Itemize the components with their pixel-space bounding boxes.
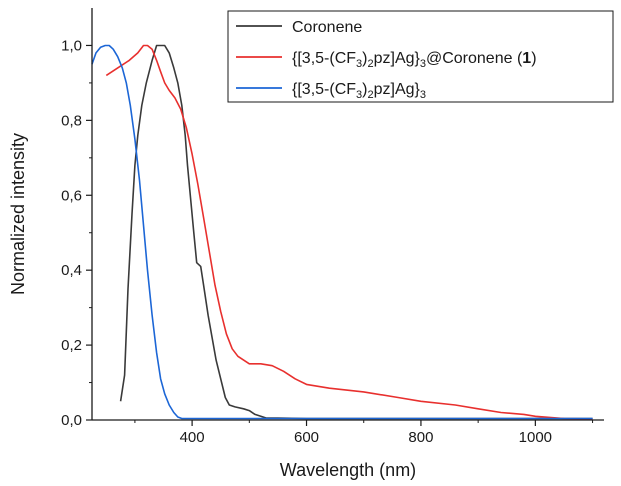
y-tick-label: 0,4: [61, 262, 82, 279]
axes-layer: [91, 8, 604, 421]
legend-label-part: 2: [367, 89, 373, 101]
legend-label-part: ): [531, 50, 536, 67]
legend-label-part: 3: [356, 89, 362, 101]
series-layer: [91, 44, 593, 420]
x-axis-title: Wavelength (nm): [280, 460, 416, 480]
legend-label-part: pz]Ag}: [374, 81, 421, 98]
legend-label-part: ): [362, 81, 367, 98]
x-tick-label: 400: [180, 429, 205, 446]
legend-label-part: ): [362, 50, 367, 67]
x-tick-label: 800: [408, 429, 433, 446]
y-tick-label: 0,2: [61, 337, 82, 354]
series-line-3: [91, 44, 593, 420]
legend-label-part: 3: [356, 58, 362, 70]
y-axis-title: Normalized intensity: [8, 133, 28, 295]
legend-label-part: 3: [420, 89, 426, 101]
legend-label-part: 3: [420, 58, 426, 70]
legend-label-part: pz]Ag}: [374, 50, 421, 67]
legend-label-2: {[3,5-(CF3)2pz]Ag}3@Coronene (1): [292, 50, 537, 70]
y-tick-label: 0,6: [61, 187, 82, 204]
legend-label-part: @Coronene (: [426, 50, 523, 67]
y-tick-label: 1,0: [61, 37, 82, 54]
ticks-layer: 400 600 800 1000 0,0 0,2 0,4 0,6 0,8 1,0: [61, 37, 594, 446]
legend-label-1: Coronene: [292, 19, 362, 36]
legend: Coronene{[3,5-(CF3)2pz]Ag}3@Coronene (1)…: [227, 10, 614, 103]
legend-label-3: {[3,5-(CF3)2pz]Ag}3: [292, 81, 426, 101]
legend-label-part: 1: [522, 50, 531, 67]
x-tick-label: 600: [294, 429, 319, 446]
legend-label-part: 2: [367, 58, 373, 70]
series-line-2: [105, 44, 593, 420]
legend-label-part: {[3,5-(CF: [292, 50, 356, 67]
x-tick-label: 1000: [519, 429, 552, 446]
y-tick-label: 0,0: [61, 412, 82, 429]
legend-label-part: Coronene: [292, 19, 362, 36]
legend-box: [227, 10, 614, 103]
legend-label-part: {[3,5-(CF: [292, 81, 356, 98]
y-tick-label: 0,8: [61, 112, 82, 129]
